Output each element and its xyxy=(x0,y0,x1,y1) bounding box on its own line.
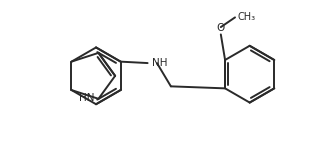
Text: NH: NH xyxy=(152,58,167,68)
Text: CH₃: CH₃ xyxy=(238,12,256,22)
Text: O: O xyxy=(217,23,225,33)
Text: HN: HN xyxy=(79,93,94,103)
